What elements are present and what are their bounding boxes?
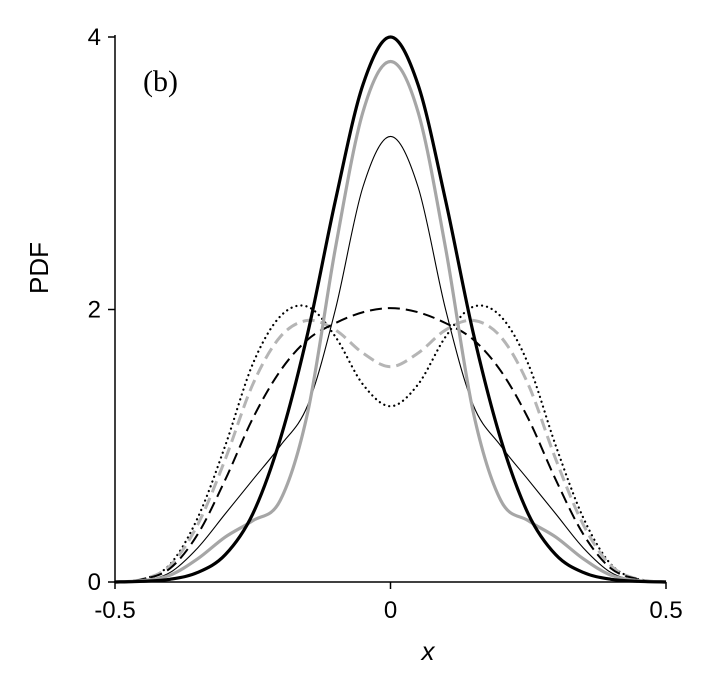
- series-line-4: [114, 307, 667, 583]
- y-tick-label: 0: [88, 569, 101, 596]
- x-axis-label: x: [420, 636, 436, 666]
- series-line-3: [114, 135, 667, 583]
- series-line-1: [114, 35, 667, 584]
- x-tick-label: 0.5: [649, 597, 682, 624]
- x-ticks: -0.5 0 0.5: [94, 582, 683, 624]
- y-axis-label: PDF: [24, 242, 54, 294]
- x-tick-label: 0: [384, 597, 397, 624]
- series-line-5: [114, 318, 667, 584]
- series-line-2: [114, 59, 667, 584]
- panel-label: (b): [143, 65, 178, 98]
- y-tick-label: 2: [88, 297, 101, 324]
- y-tick-label: 4: [88, 24, 101, 51]
- series-line-6: [113, 304, 668, 584]
- x-tick-label: -0.5: [94, 597, 135, 624]
- y-ticks: 0 2 4: [88, 24, 115, 596]
- plot-lines: [113, 35, 668, 584]
